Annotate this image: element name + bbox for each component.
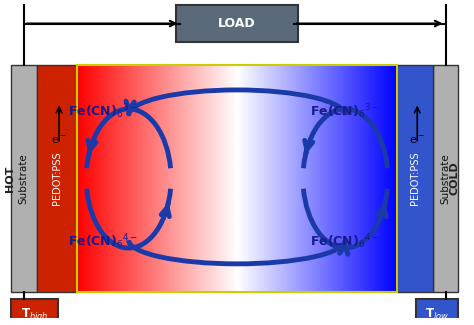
Text: HOT: HOT: [5, 165, 15, 192]
Bar: [433, 65, 458, 292]
Bar: [11, 65, 36, 292]
Text: PEDOT:PSS: PEDOT:PSS: [52, 152, 62, 205]
Text: PEDOT:PSS: PEDOT:PSS: [410, 152, 420, 205]
Bar: [77, 65, 397, 292]
FancyBboxPatch shape: [176, 5, 298, 43]
Text: LOAD: LOAD: [218, 17, 256, 30]
Text: Fe(CN)$_6$$^{4-}$: Fe(CN)$_6$$^{4-}$: [68, 232, 137, 251]
Text: Substrate: Substrate: [19, 153, 29, 204]
Bar: [36, 65, 77, 292]
Text: Fe(CN)$_6$$^{3-}$: Fe(CN)$_6$$^{3-}$: [68, 103, 137, 122]
Text: Fe(CN)$_6$$^{4-}$: Fe(CN)$_6$$^{4-}$: [310, 232, 380, 251]
Bar: [416, 299, 458, 325]
Text: COLD: COLD: [449, 162, 459, 195]
Text: Substrate: Substrate: [440, 153, 450, 204]
Bar: [397, 65, 433, 292]
Text: e$^-$: e$^-$: [409, 135, 425, 146]
Text: Fe(CN)$_6$$^{3-}$: Fe(CN)$_6$$^{3-}$: [310, 103, 380, 122]
Text: T$_{high}$: T$_{high}$: [20, 306, 48, 323]
Text: e$^-$: e$^-$: [51, 135, 67, 146]
Bar: [11, 299, 58, 325]
Text: T$_{low}$: T$_{low}$: [425, 307, 449, 322]
